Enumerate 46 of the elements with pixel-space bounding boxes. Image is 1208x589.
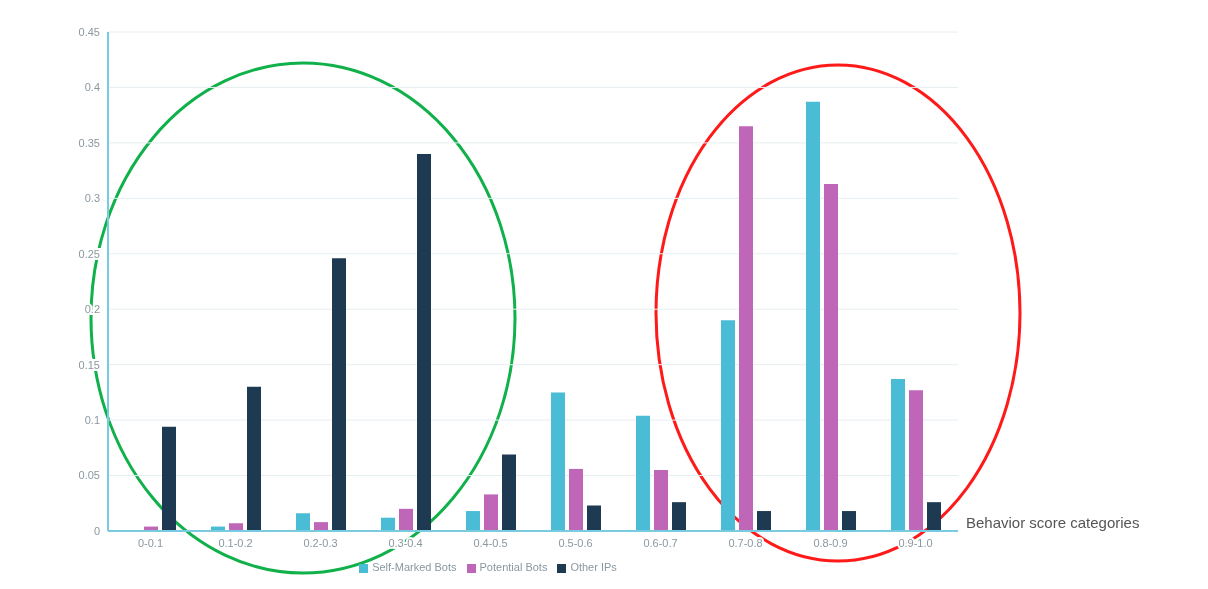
x-tick-label: 0.1-0.2	[218, 536, 253, 549]
bar	[417, 153, 431, 531]
x-tick-label: 0.4-0.5	[473, 536, 508, 549]
x-tick-label: 0.6-0.7	[643, 536, 678, 549]
bar	[314, 522, 328, 531]
bar	[381, 517, 395, 531]
y-tick-label: 0.05	[78, 469, 100, 482]
bar	[551, 392, 565, 531]
y-tick-label: 0.45	[78, 25, 100, 38]
x-tick-label: 0.2-0.3	[303, 536, 338, 549]
bar	[806, 101, 820, 531]
bar	[332, 258, 346, 531]
bar	[484, 494, 498, 531]
x-axis-title: Behavior score categories	[966, 514, 1140, 531]
x-tick-label: 0.8-0.9	[813, 536, 848, 549]
bar	[466, 511, 480, 531]
bar	[296, 513, 310, 531]
bar	[229, 523, 243, 531]
legend-label: Other IPs	[570, 561, 617, 573]
bar	[569, 468, 583, 531]
bar	[399, 508, 413, 531]
y-tick-label: 0.4	[84, 81, 100, 94]
bar	[739, 126, 753, 531]
bar	[247, 386, 261, 531]
bar	[824, 183, 838, 531]
bar	[721, 320, 735, 531]
bar	[891, 379, 905, 531]
x-tick-label: 0-0.1	[137, 536, 164, 549]
y-tick-label: 0.35	[78, 136, 100, 149]
bar	[842, 511, 856, 531]
bar	[502, 454, 516, 531]
bar	[587, 505, 601, 531]
x-tick-label: 0.5-0.6	[558, 536, 593, 549]
bar	[909, 390, 923, 531]
bar	[672, 502, 686, 531]
legend-label: Self-Marked Bots	[372, 561, 457, 573]
bar	[757, 511, 771, 531]
bar	[636, 415, 650, 531]
x-tick-label: 0.7-0.8	[728, 536, 763, 549]
bar	[162, 426, 176, 531]
legend-label: Potential Bots	[479, 561, 548, 573]
bar	[927, 502, 941, 531]
y-tick-label: 0.3	[84, 192, 100, 205]
y-tick-label: 0.1	[84, 414, 100, 427]
y-tick-label: 0	[93, 524, 100, 537]
bar	[654, 470, 668, 531]
